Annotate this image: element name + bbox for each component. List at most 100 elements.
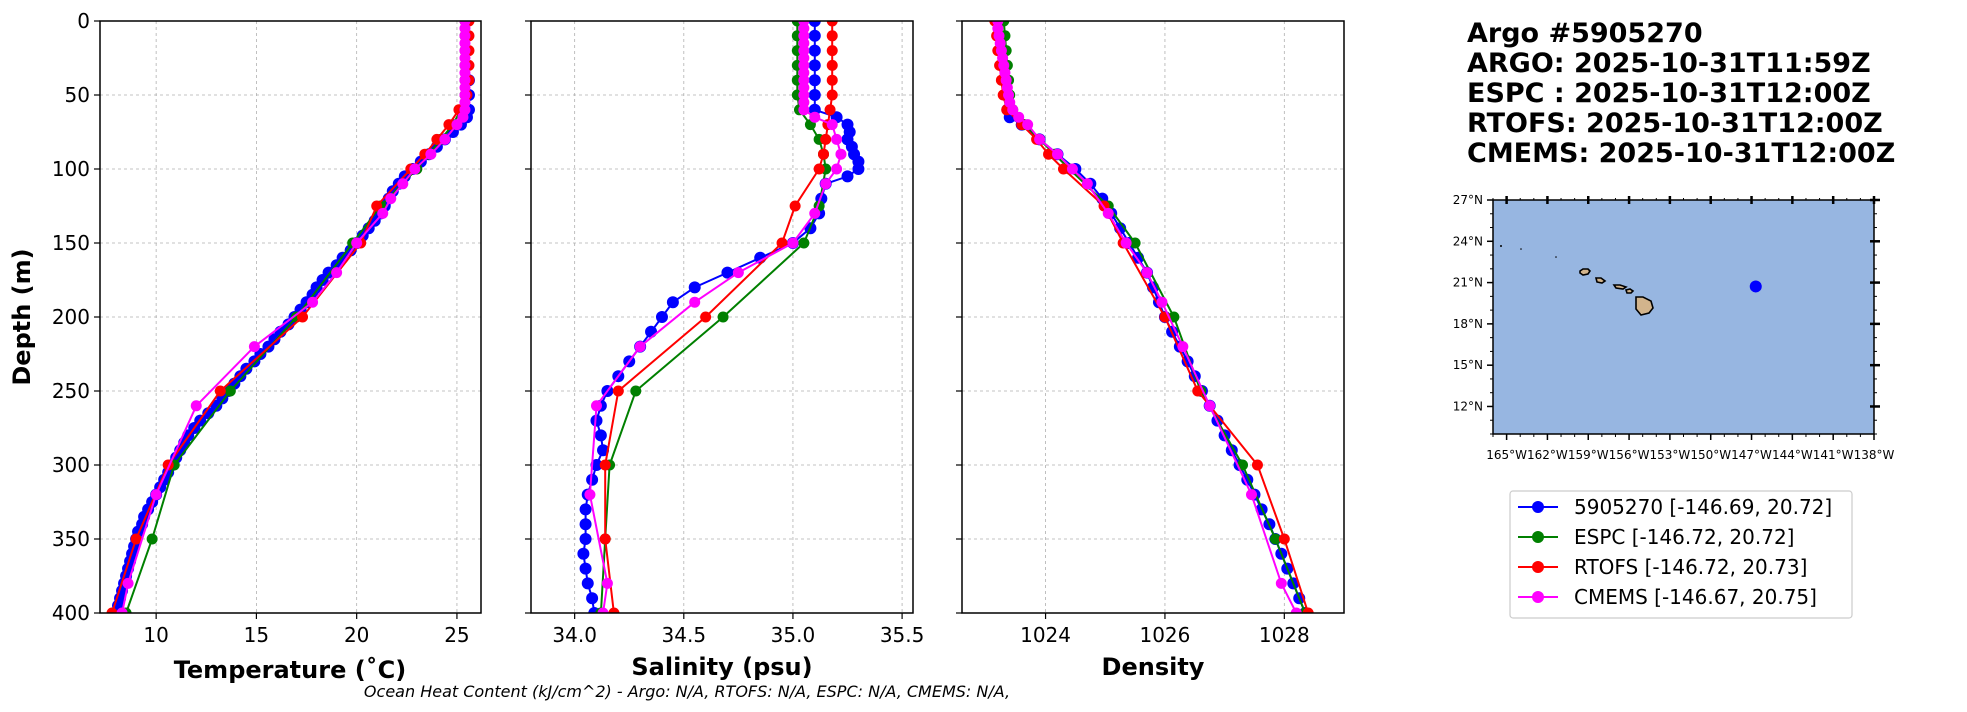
temperature-rtofs-point — [443, 119, 455, 131]
depth-tick-label: 350 — [52, 527, 90, 551]
salinity-argo-point — [841, 170, 854, 183]
density-cmems-point — [1204, 400, 1216, 412]
salinity-argo-point — [579, 562, 592, 575]
legend-rtofs-marker — [1532, 561, 1544, 573]
title-line-cmems-time: CMEMS: 2025-10-31T12:00Z — [1467, 138, 1895, 169]
legend-espc-marker — [1532, 531, 1544, 543]
density-xtick-label: 1028 — [1259, 623, 1310, 647]
island-necker — [1520, 248, 1522, 250]
island-nihoa — [1500, 245, 1502, 247]
salinity-argo-point — [586, 473, 599, 486]
temperature-cmems-point — [377, 207, 389, 219]
depth-tick-label: 0 — [77, 9, 90, 33]
salinity-argo-point — [655, 311, 668, 323]
legend-espc-label: ESPC [-146.72, 20.72] — [1574, 525, 1795, 549]
salinity-rtofs-point — [826, 74, 838, 86]
salinity-cmems-point — [798, 104, 810, 116]
salinity-argo-point — [586, 592, 599, 605]
density-cmems-point — [1177, 341, 1189, 353]
density-series — [989, 21, 1314, 613]
temperature-cmems-point — [116, 607, 128, 613]
legend: 5905270 [-146.69, 20.72] ESPC [-146.72, 2… — [1509, 490, 1853, 619]
salinity-plot-area — [577, 21, 865, 613]
ocean-heat-content-note: Ocean Heat Content (kJ/cm^2) - Argo: N/A… — [364, 682, 1010, 701]
temperature-argo-point — [210, 399, 223, 412]
density-cmems-point — [1141, 267, 1153, 279]
density-cmems-point — [1156, 296, 1168, 308]
density-cmems-point — [1034, 133, 1046, 145]
hawaiian-islands — [1500, 245, 1654, 316]
salinity-argo-point — [808, 44, 821, 57]
salinity-xtick-label: 35.0 — [771, 623, 816, 647]
legend-cmems-label: CMEMS [-146.67, 20.75] — [1574, 585, 1817, 609]
salinity-rtofs-point — [612, 385, 624, 397]
salinity-cmems-point — [601, 577, 613, 589]
island-maui — [1624, 288, 1635, 294]
density-cmems-point — [1022, 119, 1034, 131]
density-plot-area — [989, 21, 1314, 613]
map-lon-label: 153°W — [1650, 448, 1691, 462]
salinity-cmems-point — [809, 111, 821, 123]
salinity-rtofs-point — [776, 237, 788, 249]
salinity-argo-point — [808, 29, 821, 42]
salinity-ticks: 34.0 34.5 35.0 35.5 — [525, 20, 925, 647]
salinity-panel: 34.0 34.5 35.0 35.5 Salinity (psu) — [525, 20, 925, 681]
temperature-series — [106, 21, 475, 613]
salinity-cmems-point — [689, 296, 701, 308]
salinity-argo-point — [808, 21, 821, 27]
temperature-cmems-point — [307, 296, 319, 308]
salinity-argo-point — [721, 266, 734, 279]
map-ocean — [1493, 200, 1874, 434]
temperature-espc-point — [224, 385, 236, 397]
temperature-cmems-point — [409, 163, 421, 175]
density-panel: 1024 1026 1028 Density — [956, 20, 1345, 681]
salinity-argo-point — [590, 414, 603, 427]
depth-tick-label: 100 — [52, 157, 90, 181]
map-lon-label: 159°W — [1568, 448, 1609, 462]
salinity-rtofs-point — [826, 89, 838, 101]
salinity-argo-line — [582, 21, 860, 613]
salinity-espc-point — [798, 237, 810, 249]
temperature-cmems-point — [439, 133, 451, 145]
salinity-xtick-label: 35.5 — [880, 623, 925, 647]
title-line-espc-time: ESPC : 2025-10-31T12:00Z — [1467, 78, 1871, 109]
temperature-rtofs-point — [371, 200, 383, 212]
island-kauai — [1579, 268, 1592, 276]
density-cmems-point — [1007, 104, 1019, 116]
salinity-argo-point — [645, 325, 658, 338]
salinity-cmems-point — [820, 178, 832, 190]
temperature-cmems-point — [122, 577, 134, 589]
island-oahu — [1594, 277, 1607, 284]
density-rtofs-point — [1278, 533, 1290, 545]
density-cmems-point — [1052, 148, 1063, 160]
temperature-rtofs-point — [431, 133, 443, 145]
salinity-rtofs-point — [789, 200, 801, 212]
salinity-argo-point — [579, 518, 592, 531]
salinity-espc-point — [630, 385, 642, 397]
salinity-argo-point — [590, 459, 603, 471]
map-lat-label: 15°N — [1453, 358, 1483, 372]
salinity-argo-point — [579, 533, 592, 545]
salinity-rtofs-point — [826, 59, 838, 71]
temperature-rtofs-point — [130, 533, 142, 545]
temperature-xlabel: Temperature (˚C) — [174, 656, 407, 684]
temperature-cmems-point — [248, 341, 260, 353]
legend-argo-label: 5905270 [-146.69, 20.72] — [1574, 495, 1832, 519]
temperature-rtofs-point — [297, 311, 309, 323]
salinity-argo-point — [808, 74, 821, 87]
salinity-rtofs-point — [813, 163, 825, 175]
argo-location-marker — [1749, 280, 1762, 293]
density-ticks: 1024 1026 1028 — [956, 20, 1310, 647]
depth-tick-label: 200 — [52, 305, 90, 329]
salinity-rtofs-point — [820, 133, 832, 145]
temperature-cmems-point — [457, 111, 469, 123]
temperature-cmems-point — [451, 119, 463, 131]
salinity-rtofs-point — [818, 148, 830, 160]
title-block: Argo #5905270 ARGO: 2025-10-31T11:59Z ES… — [1467, 18, 1895, 169]
temperature-cmems-point — [150, 489, 162, 501]
density-xlabel: Density — [1102, 653, 1205, 681]
salinity-series — [577, 21, 865, 613]
salinity-argo-point — [808, 89, 821, 101]
density-argo-line — [996, 21, 1307, 613]
depth-ylabel: Depth (m) — [8, 248, 36, 385]
